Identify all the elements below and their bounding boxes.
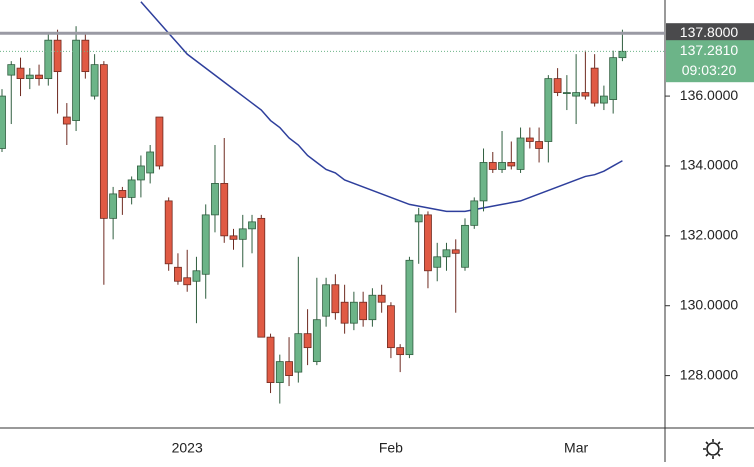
settings-icon[interactable] xyxy=(703,439,723,459)
candle-body xyxy=(201,214,210,275)
candle-body xyxy=(275,361,284,383)
candle-body xyxy=(257,217,266,338)
candle-body xyxy=(322,284,331,317)
candle-body xyxy=(387,305,395,349)
candle-body xyxy=(53,39,62,73)
candle-body xyxy=(516,137,525,170)
candle-body xyxy=(461,224,469,268)
candle-body xyxy=(572,92,581,97)
candle-body xyxy=(609,57,618,100)
x-tick-label: Mar xyxy=(564,440,588,456)
candle-body xyxy=(544,78,553,142)
last-price-tag xyxy=(666,40,754,83)
candle-body xyxy=(174,266,182,282)
candle-body xyxy=(303,333,312,349)
candle-body xyxy=(136,165,145,181)
candle-body xyxy=(442,249,451,258)
candle-body xyxy=(0,95,6,149)
candle-body xyxy=(507,162,516,167)
y-tick-label: 130.0000 xyxy=(680,296,739,312)
candle-body xyxy=(368,294,377,321)
candle-body xyxy=(451,249,460,254)
candle-body xyxy=(155,116,164,167)
price-line-tag xyxy=(666,23,754,44)
candle-body xyxy=(44,39,53,80)
y-tick-label: 136.0000 xyxy=(680,87,739,103)
candle-body xyxy=(81,39,90,73)
price-line-label: 137.8000 xyxy=(680,24,739,40)
candle-body xyxy=(377,294,386,303)
candle-body xyxy=(7,64,16,76)
candle-body xyxy=(248,221,256,230)
x-tick-label: Feb xyxy=(379,440,403,456)
candle-body xyxy=(229,235,238,240)
y-tick-label: 134.0000 xyxy=(680,157,739,173)
y-tick-label: 132.0000 xyxy=(680,227,739,243)
y-tick-label: 128.0000 xyxy=(680,366,739,382)
candle-body xyxy=(562,92,571,94)
candle-body xyxy=(535,141,543,149)
candle-body xyxy=(266,336,275,383)
candle-body xyxy=(331,284,340,314)
candle-body xyxy=(581,92,590,97)
candle-body xyxy=(109,193,118,219)
candle-body xyxy=(488,162,497,170)
candle-body xyxy=(16,67,25,80)
candle-body xyxy=(127,179,136,198)
candle-body xyxy=(25,74,34,80)
last-price-label: 137.2810 xyxy=(680,42,739,58)
candle-body xyxy=(192,270,201,282)
candle-body xyxy=(164,200,173,265)
plot-area xyxy=(0,1,627,404)
candle-body xyxy=(525,137,534,142)
candle-body xyxy=(498,162,506,170)
candle-body xyxy=(99,64,108,219)
x-tick-label: 2023 xyxy=(172,440,203,456)
candle-body xyxy=(433,256,442,268)
candle-body xyxy=(359,301,368,321)
candle-body xyxy=(294,333,303,373)
candle-body xyxy=(618,50,627,59)
candle-body xyxy=(238,228,247,240)
candle-body xyxy=(72,39,80,121)
candle-body xyxy=(590,67,599,104)
candle-body xyxy=(414,214,423,223)
candle-body xyxy=(220,183,229,237)
moving-average xyxy=(140,1,623,213)
candle-body xyxy=(479,162,488,202)
countdown-label: 09:03:20 xyxy=(682,62,737,78)
candle-body xyxy=(340,301,349,324)
candle-body xyxy=(553,78,562,93)
candle-body xyxy=(396,347,405,356)
candle-body xyxy=(35,74,43,80)
candle-body xyxy=(349,301,358,324)
candle-body xyxy=(146,151,155,174)
candle-body xyxy=(90,64,99,97)
candle-body xyxy=(600,95,608,104)
candle-body xyxy=(470,200,479,226)
candle-body xyxy=(285,361,293,376)
candle-body xyxy=(424,214,432,272)
candle-body xyxy=(118,190,127,198)
candle-body xyxy=(211,183,219,216)
candle-body xyxy=(405,259,414,356)
candle-body xyxy=(183,277,192,286)
candle-body xyxy=(62,116,71,125)
candle-body xyxy=(312,319,321,363)
